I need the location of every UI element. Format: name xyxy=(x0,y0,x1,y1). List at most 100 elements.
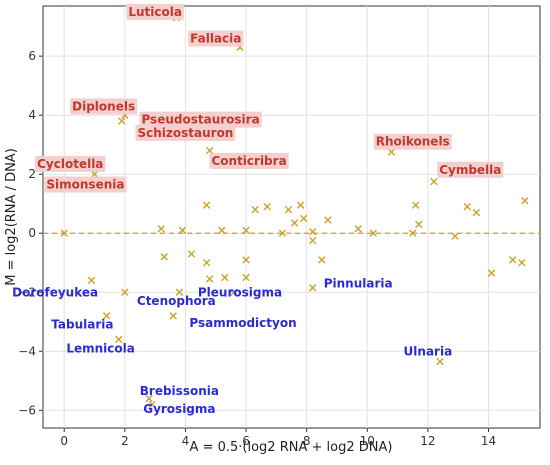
y-tick-label: 2 xyxy=(28,167,36,181)
data-point xyxy=(242,226,250,234)
data-point xyxy=(90,170,99,178)
data-point xyxy=(430,177,438,186)
label-background xyxy=(135,124,236,141)
point-label: Ctenophora xyxy=(137,294,216,308)
data-point xyxy=(205,275,214,283)
data-point xyxy=(412,201,420,209)
point-label: Brebissonia xyxy=(140,384,219,398)
point-label-text: Cymbella xyxy=(439,163,501,177)
data-point xyxy=(463,202,471,211)
data-point xyxy=(278,229,287,237)
point-label: Luticola xyxy=(126,3,184,20)
data-point xyxy=(436,357,444,366)
data-point xyxy=(318,256,326,264)
data-point xyxy=(175,288,184,296)
point-label: Gyrosigma xyxy=(143,402,215,416)
point-label: Cymbella xyxy=(437,161,504,178)
point-label: Pinnularia xyxy=(324,276,393,290)
data-point xyxy=(242,273,250,282)
data-point xyxy=(221,273,229,282)
data-point xyxy=(121,288,129,296)
label-background xyxy=(437,161,504,178)
data-point xyxy=(60,229,68,237)
data-point xyxy=(299,214,308,223)
point-label-text: Pinnularia xyxy=(324,276,393,290)
point-label: Pseudostaurosira xyxy=(139,111,262,128)
point-label: Rhoikonels xyxy=(373,133,452,150)
y-tick-label: −6 xyxy=(18,403,36,417)
data-point xyxy=(509,256,517,264)
point-label-text: Ulnaria xyxy=(404,344,453,358)
point-label: Lemnicola xyxy=(66,341,135,355)
point-label-text: Pseudostaurosira xyxy=(141,113,259,127)
data-point xyxy=(518,259,526,267)
data-point xyxy=(324,216,332,224)
point-label-text: Pleurosigma xyxy=(198,285,282,299)
label-background xyxy=(70,98,138,115)
data-point xyxy=(472,208,481,217)
data-point xyxy=(251,205,259,214)
label-background xyxy=(139,111,262,128)
label-background xyxy=(44,176,127,193)
point-label: Schizostauron xyxy=(135,124,236,141)
y-tick-label: −4 xyxy=(18,344,36,358)
x-tick-label: 2 xyxy=(121,434,129,448)
point-label: Dorofeyukea xyxy=(12,285,98,299)
data-point xyxy=(160,253,168,261)
data-point xyxy=(309,236,317,245)
point-label-text: Luticola xyxy=(128,5,182,19)
data-point xyxy=(178,226,187,234)
data-point xyxy=(409,229,417,237)
data-point xyxy=(187,250,196,258)
axis-ticks: 0 2 4 6 8 10 12 14 −6 −4 −2 0 2 4 6 xyxy=(18,49,496,448)
y-tick-label: 4 xyxy=(28,108,36,122)
data-point xyxy=(145,394,153,403)
y-tick-label: −2 xyxy=(18,285,36,299)
label-background xyxy=(35,155,106,172)
point-label: Ulnaria xyxy=(404,344,453,358)
genus-labels: Luticola Fallacia Diplonels Pseudostaurosir… xyxy=(12,3,504,416)
data-point xyxy=(451,232,459,240)
data-point xyxy=(202,201,211,209)
data-point xyxy=(169,312,178,320)
data-point xyxy=(118,117,126,125)
x-tick-label: 12 xyxy=(420,434,435,448)
point-label: Pleurosigma xyxy=(198,285,282,299)
label-background xyxy=(188,30,244,47)
point-label-text: Gyrosigma xyxy=(143,402,215,416)
data-point xyxy=(115,335,123,344)
data-point xyxy=(415,220,423,229)
data-point xyxy=(205,146,214,155)
data-point xyxy=(387,148,396,156)
point-label-text: Brebissonia xyxy=(140,384,219,398)
label-background xyxy=(209,152,289,169)
data-point xyxy=(230,288,238,296)
point-label-text: Dorofeyukea xyxy=(12,285,98,299)
data-point xyxy=(218,226,226,234)
data-point xyxy=(521,197,529,205)
y-tick-label: 6 xyxy=(28,49,36,63)
data-point xyxy=(202,259,211,267)
point-label-text: Diplonels xyxy=(72,99,135,113)
data-point xyxy=(148,400,156,409)
data-point xyxy=(87,276,96,285)
y-tick-label: 0 xyxy=(28,226,36,240)
label-background xyxy=(373,133,452,150)
data-point xyxy=(487,269,496,277)
data-point xyxy=(102,312,111,320)
data-point xyxy=(263,202,271,211)
point-label-text: Conticribra xyxy=(211,154,286,168)
data-point xyxy=(369,229,378,237)
x-tick-label: 14 xyxy=(481,434,496,448)
data-point xyxy=(309,284,317,292)
point-label-text: Simonsenia xyxy=(46,178,124,192)
y-axis-label: M = log2(RNA / DNA) xyxy=(4,148,19,286)
point-label-text: Schizostauron xyxy=(137,126,233,140)
point-label: Diplonels xyxy=(70,98,138,115)
point-label: Psammodictyon xyxy=(189,316,296,330)
data-point xyxy=(354,225,362,233)
point-label-text: Rhoikonels xyxy=(376,135,450,149)
data-point xyxy=(284,205,293,214)
point-label: Tabularia xyxy=(51,318,113,332)
